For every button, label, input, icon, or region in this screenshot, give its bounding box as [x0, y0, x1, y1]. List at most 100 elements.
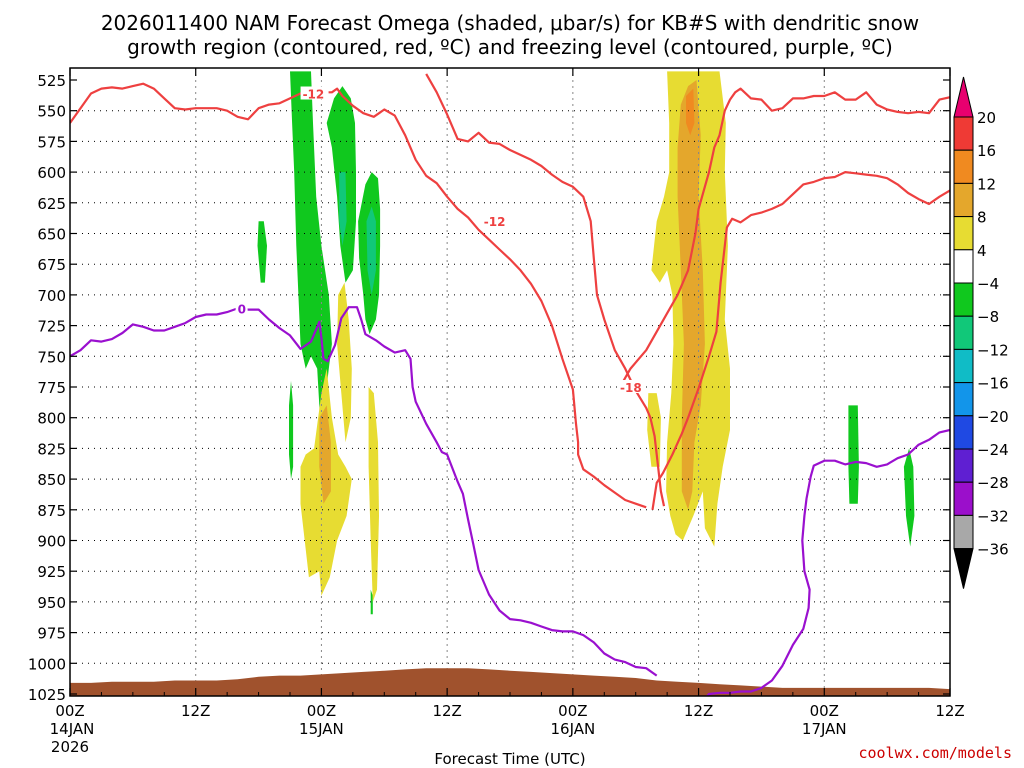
purple-contour-0 — [70, 306, 658, 677]
chart-title-line2: growth region (contoured, red, ºC) and f… — [127, 35, 893, 59]
y-tick-label-900: 900 — [37, 533, 66, 551]
colorbar-band-m16_m12 — [953, 348, 974, 384]
y-tick-label-775: 775 — [37, 379, 66, 397]
purple-contour-1 — [705, 428, 950, 696]
x-tick-label-0: 00Z — [55, 702, 84, 720]
red-label-bg-0 — [300, 86, 329, 100]
freezing-level-contours: 0 — [70, 301, 950, 696]
omega-shading — [257, 71, 915, 615]
red-contour-2 — [619, 87, 950, 388]
red-contour-0 — [70, 82, 647, 509]
red-contour-1 — [425, 73, 666, 507]
x-tick-label-48: 00Z — [558, 702, 587, 720]
colorbar-label-0: 20 — [977, 109, 996, 127]
y-tick-label-875: 875 — [37, 502, 66, 520]
y-tick-label-800: 800 — [37, 410, 66, 428]
colorbar-label-11: −28 — [977, 474, 1009, 492]
y-axis: 525 550 575 600 625 650 675 700 725 750 775 800 825 8… — [28, 72, 950, 704]
y-tick-label-575: 575 — [37, 133, 66, 151]
purple-label-bg-0 — [235, 301, 248, 315]
omega-region-0 — [290, 71, 332, 455]
y-tick-label-625: 625 — [37, 195, 66, 213]
colorbar-band-8_12 — [953, 182, 974, 218]
colorbar-band-12_16 — [953, 149, 974, 184]
colorbar-label-4: 4 — [977, 242, 987, 260]
red-contour-label-0: -12 — [303, 88, 325, 102]
colorbar-label-9: −20 — [977, 408, 1009, 426]
y-tick-label-700: 700 — [37, 287, 66, 305]
x-tick-label-84: 12Z — [935, 702, 964, 720]
colorbar-label-13: −36 — [977, 541, 1009, 559]
purple-contour-label-0: 0 — [238, 302, 246, 316]
omega-region-12 — [368, 387, 379, 602]
omega-region-6 — [848, 405, 859, 504]
omega-region-3 — [257, 221, 267, 283]
colorbar-band-m24_m20 — [953, 415, 974, 450]
colorbar-legend: 20 16 12 8 4 −4 −8 −12 −16 −20 −24 −28 −32 −36 — [953, 76, 1009, 589]
x-tick-label-24: 00Z — [307, 702, 336, 720]
y-tick-label-525: 525 — [37, 72, 66, 90]
omega-region-17 — [686, 88, 695, 136]
credit-text: coolwx.com/models — [858, 744, 1012, 762]
colorbar-band-neutral — [953, 249, 974, 284]
y-tick-label-825: 825 — [37, 440, 66, 458]
x-tick-label-12: 12Z — [181, 702, 210, 720]
colorbar-label-5: −4 — [977, 275, 999, 293]
colorbar-band-m12_m8 — [953, 315, 974, 350]
red-label-bg-2 — [618, 380, 646, 393]
colorbar-bottom-arrow — [953, 548, 974, 589]
colorbar-top-arrow — [953, 76, 974, 118]
red-contour-label-1: -12 — [484, 215, 506, 229]
y-tick-label-1025: 1025 — [28, 686, 66, 704]
red-contour-3 — [651, 171, 950, 510]
y-tick-label-750: 750 — [37, 348, 66, 366]
y-tick-label-550: 550 — [37, 103, 66, 121]
dendritic-growth-contours: -12 -12 -18 — [70, 73, 950, 510]
omega-region-8 — [366, 206, 376, 295]
x-date-label-48: 16JAN — [550, 720, 595, 738]
colorbar-band-4_8 — [953, 216, 974, 251]
colorbar-label-3: 8 — [977, 209, 987, 227]
x-year-label: 2026 — [51, 738, 89, 756]
red-contour-label-2: -18 — [620, 381, 642, 395]
omega-region-7 — [903, 448, 915, 547]
colorbar-band-m28_m24 — [953, 448, 974, 483]
omega-region-9 — [339, 172, 347, 246]
dotted-grid — [70, 68, 950, 696]
colorbar-label-2: 12 — [977, 175, 996, 193]
colorbar-label-12: −32 — [977, 507, 1009, 525]
x-date-label-72: 17JAN — [802, 720, 847, 738]
colorbar-band-m36_m32 — [953, 514, 974, 550]
terrain-area — [70, 668, 950, 696]
colorbar-label-10: −24 — [977, 441, 1009, 459]
colorbar-band-16_20 — [953, 116, 974, 151]
red-label-bg-1 — [481, 214, 510, 228]
terrain-fill — [70, 668, 950, 696]
y-tick-label-675: 675 — [37, 256, 66, 274]
colorbar-label-1: 16 — [977, 142, 996, 160]
y-tick-label-725: 725 — [37, 318, 66, 336]
chart-title-line1: 2026011400 NAM Forecast Omega (shaded, μ… — [101, 11, 919, 35]
omega-region-16 — [677, 80, 705, 510]
colorbar-label-7: −12 — [977, 341, 1009, 359]
colorbar-band-m8_m4 — [953, 282, 974, 317]
y-tick-label-1000: 1000 — [28, 655, 66, 673]
colorbar-label-6: −8 — [977, 308, 999, 326]
omega-region-5 — [370, 589, 373, 615]
colorbar-band-m32_m28 — [953, 481, 974, 516]
x-tick-label-36: 12Z — [432, 702, 461, 720]
x-date-label-24: 15JAN — [299, 720, 344, 738]
x-axis-label: Forecast Time (UTC) — [434, 750, 585, 768]
colorbar-band-m20_m16 — [953, 382, 974, 417]
y-tick-label-850: 850 — [37, 471, 66, 489]
x-date-label-0: 14JAN — [50, 720, 95, 738]
y-tick-label-650: 650 — [37, 226, 66, 244]
y-tick-label-925: 925 — [37, 563, 66, 581]
y-tick-label-950: 950 — [37, 594, 66, 612]
colorbar-label-8: −16 — [977, 375, 1009, 393]
y-tick-label-600: 600 — [37, 164, 66, 182]
x-tick-label-72: 00Z — [810, 702, 839, 720]
omega-region-4 — [289, 380, 294, 480]
